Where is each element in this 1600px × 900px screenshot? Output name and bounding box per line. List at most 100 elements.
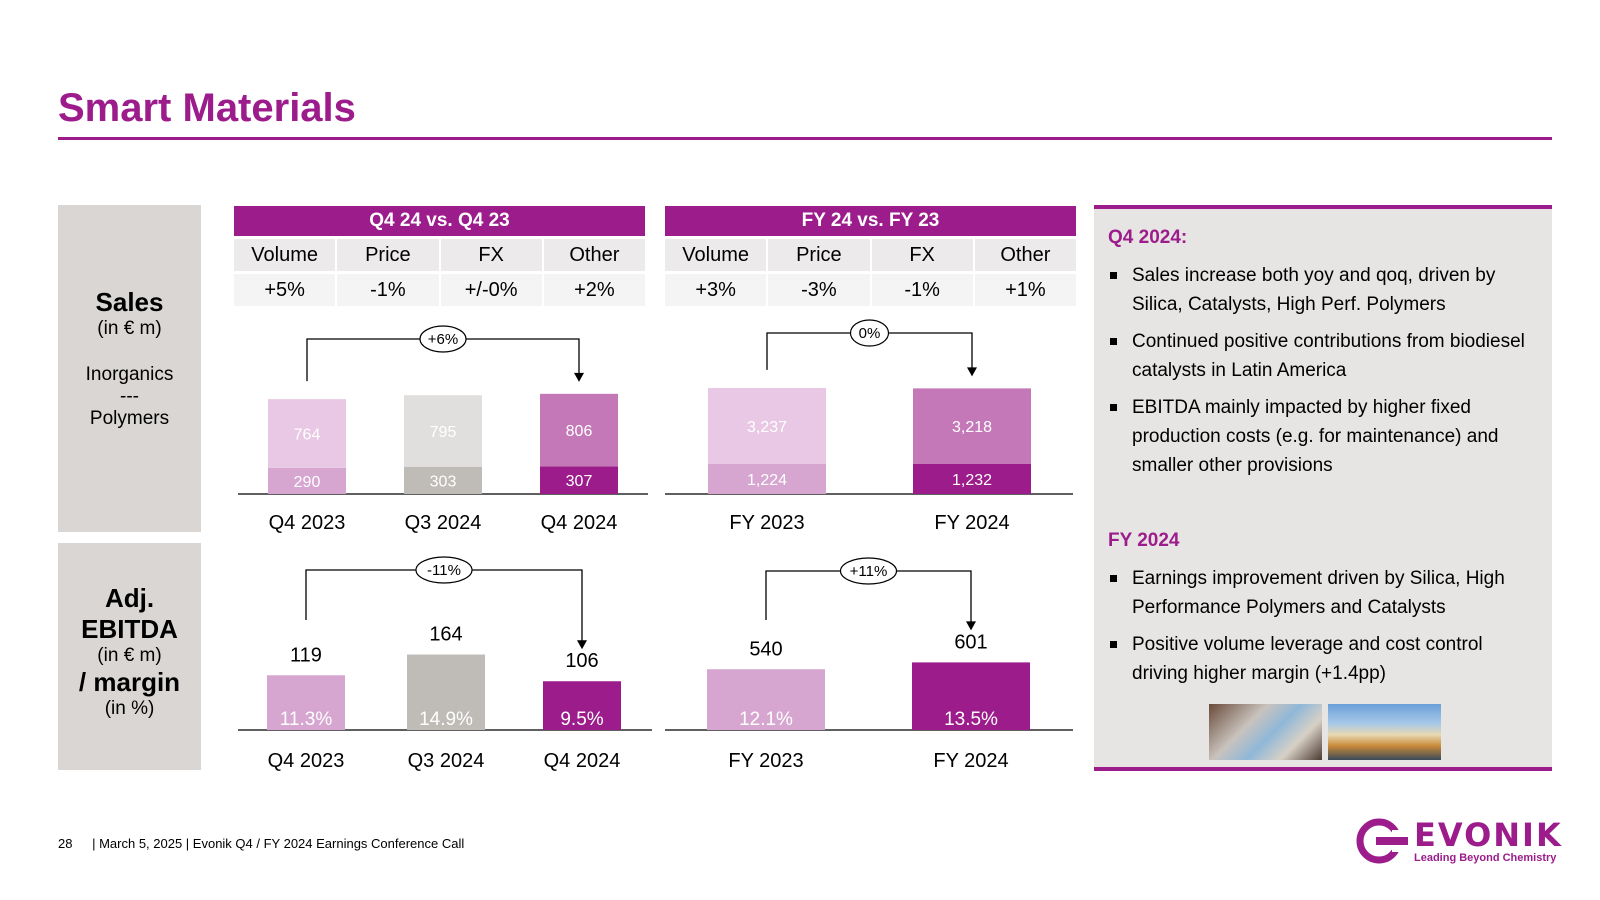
sales-fy-change-label: 0% bbox=[859, 325, 881, 342]
q4-col-price: Price bbox=[335, 239, 438, 271]
ebitda-title-3: / margin bbox=[78, 667, 181, 697]
ebitda-q4-value-label: 119 bbox=[290, 644, 322, 666]
sales-line-separator: --- bbox=[120, 386, 139, 407]
ebitda-row-label: Adj. EBITDA (in € m) / margin (in %) bbox=[58, 543, 201, 770]
q4-val-other: +2% bbox=[541, 274, 645, 306]
q4-col-fx: FX bbox=[438, 239, 542, 271]
sales-fy-change-bubble bbox=[849, 319, 890, 347]
fy-table-values: +3% -3% -1% +1% bbox=[665, 274, 1076, 306]
sales-fy-label-inorganics: 1,224 bbox=[747, 472, 787, 489]
q4-col-volume: Volume bbox=[251, 244, 318, 266]
q4-table-values: +5% -1% +/-0% +2% bbox=[234, 274, 645, 306]
title-rule bbox=[58, 137, 1552, 140]
sales-q4-label-polymers: 806 bbox=[566, 423, 593, 440]
q4-commentary-heading: Q4 2024: bbox=[1108, 227, 1188, 248]
fy-val-other: +1% bbox=[972, 274, 1076, 306]
q4-commentary-list: Sales increase both yoy and qoq, driven … bbox=[1108, 261, 1538, 488]
sales-line-inorganics: Inorganics bbox=[85, 364, 174, 385]
ebitda-fy-category-label: FY 2024 bbox=[933, 750, 1008, 772]
sales-q4-bar-inorganics bbox=[268, 467, 346, 494]
fy-col-volume: Volume bbox=[682, 244, 749, 266]
fy-commentary-list: Earnings improvement driven by Silica, H… bbox=[1108, 564, 1538, 696]
ebitda-q4-category-label: Q3 2024 bbox=[408, 750, 485, 772]
sales-fy-bar-polymers bbox=[708, 387, 826, 464]
q4-val-fx: +/-0% bbox=[438, 274, 542, 306]
sales-q4-label-inorganics: 307 bbox=[566, 473, 593, 490]
ebitda-fy-bar bbox=[912, 662, 1030, 730]
q4-val-volume: +5% bbox=[264, 279, 305, 301]
sales-q4-bridge-arrowhead bbox=[574, 372, 584, 382]
sales-q4-category-label: Q4 2023 bbox=[269, 512, 346, 534]
logo-tagline: Leading Beyond Chemistry bbox=[1414, 852, 1557, 864]
logo-wordmark: EVONIK bbox=[1414, 816, 1563, 854]
fy-table-header: FY 24 vs. FY 23 bbox=[665, 206, 1076, 236]
sales-q4-bar-polymers bbox=[540, 393, 618, 467]
ebitda-fy-value-label: 601 bbox=[954, 631, 987, 653]
footer-text: | March 5, 2025 | Evonik Q4 / FY 2024 Ea… bbox=[92, 836, 465, 851]
ebitda-q4-bar bbox=[543, 681, 621, 730]
ebitda-unit-2: (in %) bbox=[104, 698, 155, 719]
sales-q4-category-label: Q4 2024 bbox=[541, 512, 618, 534]
fy-commentary-heading: FY 2024 bbox=[1108, 530, 1180, 551]
sales-q4-change-label: +6% bbox=[428, 331, 458, 348]
fy-col-price: Price bbox=[766, 239, 869, 271]
sales-fy-label-polymers: 3,218 bbox=[952, 419, 992, 436]
sales-fy-label-inorganics: 1,232 bbox=[952, 472, 992, 489]
evonik-logo: EVONIK Leading Beyond Chemistry bbox=[1354, 816, 1561, 866]
ebitda-title-2: EBITDA bbox=[81, 614, 178, 644]
sales-fy-category-label: FY 2023 bbox=[729, 512, 804, 534]
q4-bullet-2: Continued positive contributions from bi… bbox=[1108, 327, 1538, 385]
ebitda-fy-change-label: +11% bbox=[850, 563, 888, 580]
fy-col-other: Other bbox=[972, 239, 1076, 271]
sales-unit: (in € m) bbox=[97, 318, 162, 339]
fy-table-columns: Volume Price FX Other bbox=[665, 239, 1076, 271]
ebitda-q4-value-label: 106 bbox=[565, 650, 598, 672]
q4-bullet-1: Sales increase both yoy and qoq, driven … bbox=[1108, 261, 1538, 319]
ebitda-fy-bridge-arrowhead bbox=[966, 621, 976, 631]
ebitda-q4-bar bbox=[407, 654, 485, 730]
sales-q4-bar-inorganics bbox=[404, 466, 482, 494]
ebitda-q4-margin-label: 11.3% bbox=[280, 709, 333, 730]
sales-fy-bar-inorganics bbox=[913, 464, 1031, 494]
q4-bullet-3: EBITDA mainly impacted by higher fixed p… bbox=[1108, 393, 1538, 480]
sales-q4-label-inorganics: 290 bbox=[294, 474, 321, 491]
sales-q4-bar-polymers bbox=[404, 395, 482, 467]
ebitda-fy-category-label: FY 2023 bbox=[728, 750, 803, 772]
ebitda-title-1: Adj. bbox=[104, 583, 155, 613]
sales-title: Sales bbox=[95, 287, 164, 317]
sales-q4-label-polymers: 795 bbox=[430, 424, 457, 441]
sales-q4-label-polymers: 764 bbox=[294, 427, 321, 444]
q4-col-other: Other bbox=[541, 239, 645, 271]
sales-fy-label-polymers: 3,237 bbox=[747, 419, 787, 436]
ebitda-q4-value-label: 164 bbox=[429, 624, 462, 646]
sales-q4-change-bubble bbox=[419, 325, 467, 353]
ebitda-unit: (in € m) bbox=[97, 645, 162, 666]
page-number: 28 bbox=[58, 836, 73, 851]
fy-val-price: -3% bbox=[766, 274, 869, 306]
ebitda-q4-change-bubble bbox=[415, 556, 473, 584]
logo-mark-icon bbox=[1356, 818, 1408, 864]
sales-fy-bar-inorganics bbox=[708, 464, 826, 494]
fy-bullet-2: Positive volume leverage and cost contro… bbox=[1108, 630, 1538, 688]
commentary-panel: Q4 2024: Sales increase both yoy and qoq… bbox=[1094, 205, 1552, 771]
ebitda-fy-bar bbox=[707, 669, 825, 730]
photo-materials-printing bbox=[1209, 704, 1322, 760]
ebitda-q4-margin-label: 9.5% bbox=[560, 709, 603, 730]
fy-val-fx: -1% bbox=[869, 274, 973, 306]
sales-q4-bar-inorganics bbox=[540, 466, 618, 494]
sales-fy-bar-polymers bbox=[913, 388, 1031, 464]
photo-architecture bbox=[1328, 704, 1441, 760]
q4-table-header: Q4 24 vs. Q4 23 bbox=[234, 206, 645, 236]
ebitda-q4-margin-label: 14.9% bbox=[419, 709, 473, 730]
ebitda-fy-margin-label: 12.1% bbox=[739, 709, 793, 730]
sales-q4-bar-polymers bbox=[268, 399, 346, 468]
fy-col-fx: FX bbox=[869, 239, 973, 271]
sales-fy-category-label: FY 2024 bbox=[934, 512, 1009, 534]
ebitda-q4-bridge-arrowhead bbox=[577, 640, 587, 650]
footer: 28 | March 5, 2025 | Evonik Q4 / FY 2024… bbox=[58, 836, 464, 851]
ebitda-q4-category-label: Q4 2024 bbox=[544, 750, 621, 772]
q4-val-price: -1% bbox=[335, 274, 438, 306]
sales-line-polymers: Polymers bbox=[89, 408, 170, 429]
page-title: Smart Materials bbox=[58, 86, 356, 130]
